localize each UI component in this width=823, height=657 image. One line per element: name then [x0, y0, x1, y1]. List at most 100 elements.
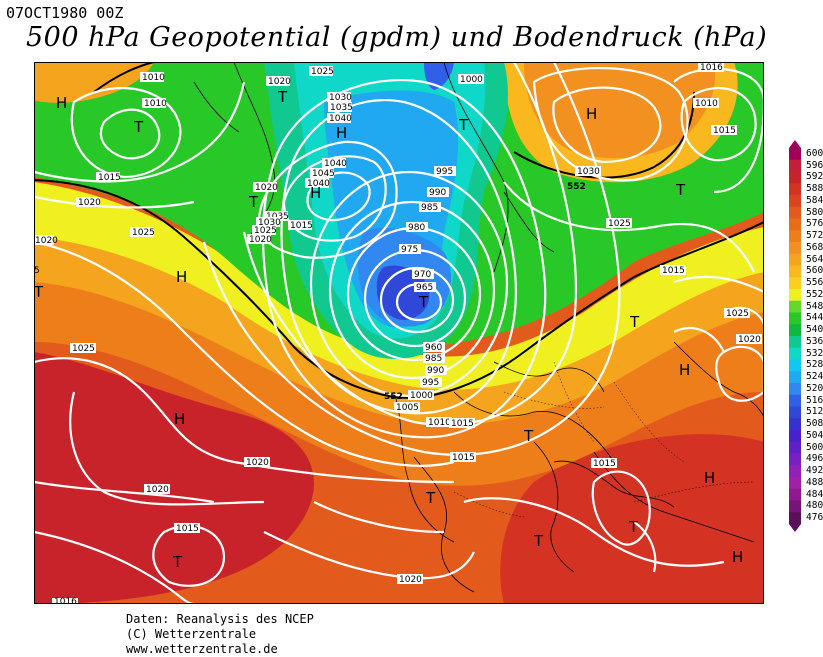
- colorbar-label: 584: [806, 194, 823, 206]
- svg-text:1015: 1015: [713, 126, 736, 136]
- contour-552-labels: 552 552: [384, 182, 586, 402]
- svg-text:1020: 1020: [255, 183, 278, 193]
- field-yellow-band: [34, 182, 764, 390]
- low-marker: T: [629, 313, 640, 331]
- svg-text:1020: 1020: [268, 77, 291, 87]
- svg-text:1040: 1040: [329, 114, 352, 124]
- colorbar-swatch: [789, 324, 801, 337]
- colorbar-swatch: [789, 253, 801, 266]
- svg-text:1040: 1040: [324, 159, 347, 169]
- svg-text:1010: 1010: [144, 99, 167, 109]
- colorbar-swatch: [789, 394, 801, 407]
- high-marker: H: [174, 410, 185, 428]
- isobar-label: 1015: [660, 265, 686, 276]
- colorbar-swatch: [789, 242, 801, 255]
- colorbar-swatch: [789, 312, 801, 325]
- colorbar-swatch: [789, 465, 801, 478]
- isobar-label: 1040: [327, 113, 352, 124]
- isobar-label: 960: [423, 342, 445, 353]
- colorbar-swatch: [789, 265, 801, 278]
- colorbar-swatch: [789, 148, 801, 161]
- contour-552-ridge: [513, 91, 695, 179]
- svg-text:1020: 1020: [35, 236, 58, 246]
- colorbar-swatch: [789, 300, 801, 313]
- isobar-label: 1030: [327, 92, 352, 103]
- svg-text:1020: 1020: [246, 458, 269, 468]
- isobar-label: 1020: [144, 484, 170, 495]
- low-marker: T: [172, 553, 183, 571]
- contour-552-main: [34, 179, 764, 399]
- svg-text:1015: 1015: [593, 459, 616, 469]
- svg-text:1010: 1010: [695, 99, 718, 109]
- svg-text:1025: 1025: [72, 344, 95, 354]
- svg-text:1015: 1015: [451, 419, 474, 429]
- map-frame: [34, 62, 764, 604]
- svg-text:1030: 1030: [577, 167, 600, 177]
- svg-text:1015: 1015: [176, 524, 199, 534]
- isobar-label: 1020: [736, 334, 762, 345]
- svg-text:1005: 1005: [396, 403, 419, 413]
- colorbar-swatch: [789, 171, 801, 184]
- colorbar-label: 532: [806, 347, 823, 359]
- svg-text:975: 975: [401, 245, 418, 255]
- colorbar-swatch: [789, 383, 801, 396]
- field-ridge-north-core: [524, 62, 716, 159]
- svg-text:1025: 1025: [132, 228, 155, 238]
- isobars: [34, 62, 764, 604]
- svg-text:1000: 1000: [460, 75, 483, 85]
- low-marker: T: [248, 193, 259, 211]
- svg-text:980: 980: [408, 223, 425, 233]
- colorbar-label: 600: [806, 147, 823, 159]
- colorbar-label: 524: [806, 371, 823, 383]
- isobar-label: 1015: [288, 220, 313, 231]
- colorbar-label: 552: [806, 288, 823, 300]
- svg-text:1030: 1030: [329, 93, 352, 103]
- isobar-label: 1010: [693, 98, 719, 109]
- isobar-label: 1016: [698, 62, 724, 73]
- svg-text:1025: 1025: [254, 226, 277, 236]
- low-marker: T: [458, 116, 469, 134]
- svg-text:1016: 1016: [700, 63, 723, 73]
- isobar-label: 1010: [426, 417, 452, 428]
- svg-text:965: 965: [416, 283, 433, 293]
- colorbar-swatch: [789, 430, 801, 443]
- isobar-label: 5: [34, 266, 40, 276]
- isobar-label: 975: [399, 244, 421, 255]
- colorbar-label: 548: [806, 300, 823, 312]
- footer-credits: Daten: Reanalysis des NCEP (C) Wetterzen…: [126, 612, 314, 657]
- low-marker: T: [418, 293, 429, 311]
- colorbar-label: 556: [806, 277, 823, 289]
- svg-text:1020: 1020: [399, 575, 422, 585]
- colorbar-label: 536: [806, 335, 823, 347]
- colorbar-swatch: [789, 359, 801, 372]
- colorbar-label: 476: [806, 512, 823, 524]
- isobar-label: 1020: [253, 182, 278, 193]
- isobar-label: 1016: [52, 597, 78, 604]
- borders: [453, 361, 755, 518]
- field-red-east: [500, 434, 764, 604]
- svg-text:985: 985: [421, 203, 438, 213]
- svg-text:1025: 1025: [608, 219, 631, 229]
- colorbar-swatch: [789, 206, 801, 219]
- isobar-label: 990: [427, 187, 449, 198]
- isobar-label: 1010: [140, 72, 165, 83]
- colorbar-swatch: [789, 512, 801, 525]
- contour-552-nw: [93, 62, 155, 93]
- svg-text:985: 985: [425, 354, 442, 364]
- isobar-labels: 1010 1010 1020 1025 1015 1020: [34, 62, 762, 604]
- high-marker: H: [704, 469, 715, 487]
- isobar-label: 1015: [711, 125, 737, 136]
- isobar-label: 1020: [76, 197, 101, 208]
- footer-website[interactable]: www.wetterzentrale.de: [126, 642, 278, 656]
- colorbar-label: 480: [806, 500, 823, 512]
- svg-text:1025: 1025: [726, 309, 749, 319]
- svg-text:1015: 1015: [290, 221, 313, 231]
- colorbar-label: 488: [806, 476, 823, 488]
- colorbar-swatch: [789, 406, 801, 419]
- colorbar-label: 588: [806, 183, 823, 195]
- svg-text:1035: 1035: [330, 103, 353, 113]
- colorbar-swatch: [789, 477, 801, 490]
- svg-text:960: 960: [425, 343, 442, 353]
- colorbar-label: 520: [806, 382, 823, 394]
- isobar-label: 1025: [130, 227, 155, 238]
